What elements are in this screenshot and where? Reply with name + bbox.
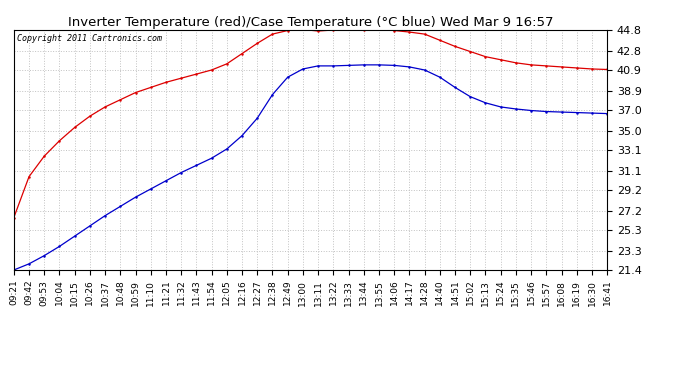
Text: Copyright 2011 Cartronics.com: Copyright 2011 Cartronics.com (17, 34, 161, 43)
Title: Inverter Temperature (red)/Case Temperature (°C blue) Wed Mar 9 16:57: Inverter Temperature (red)/Case Temperat… (68, 16, 553, 29)
